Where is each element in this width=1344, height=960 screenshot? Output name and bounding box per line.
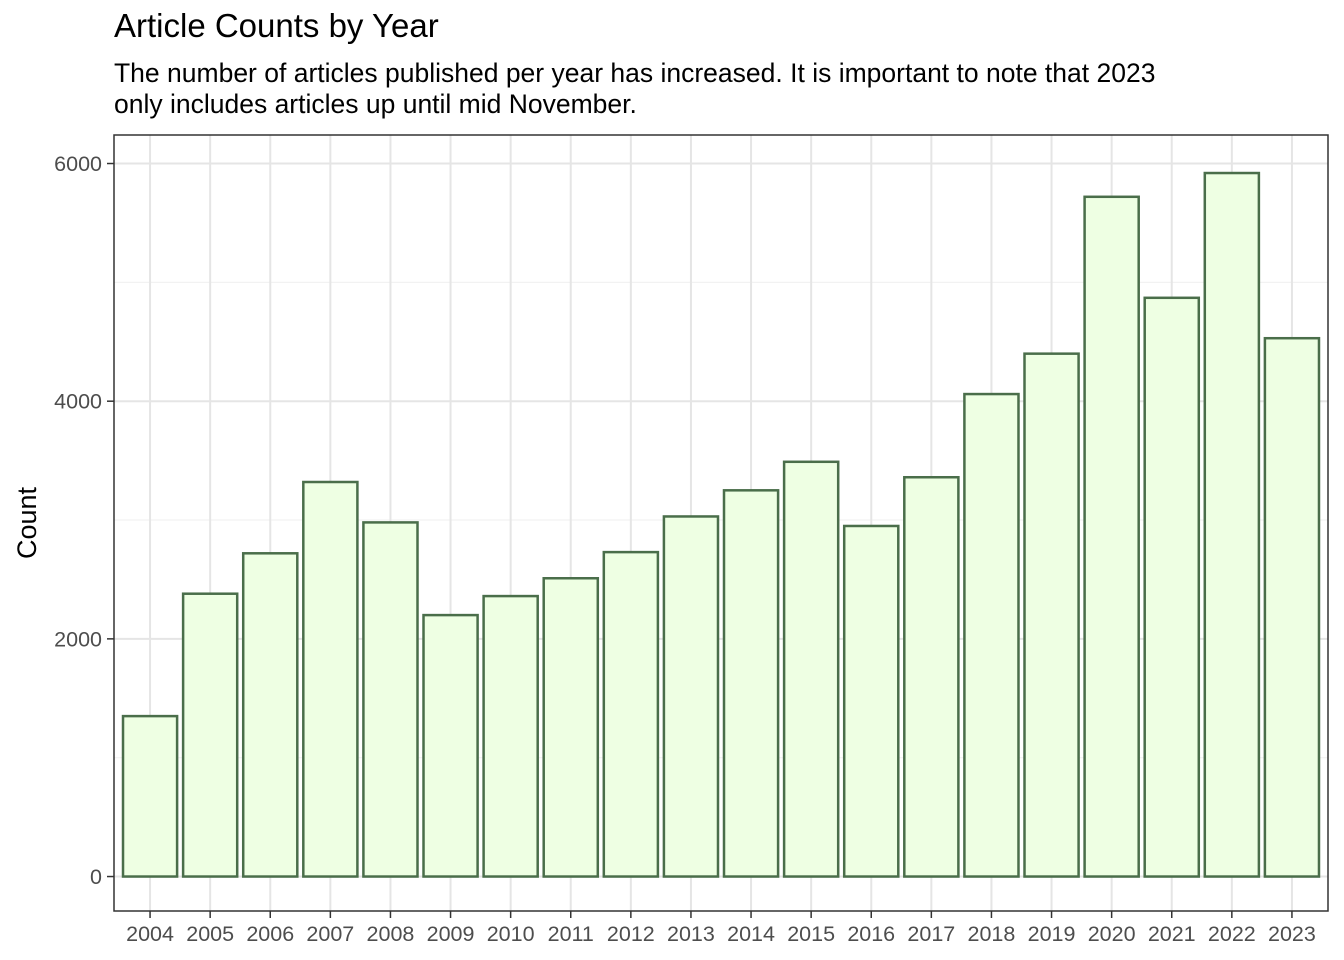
- bar-2015: [782, 460, 840, 878]
- x-tick-label: 2022: [1208, 922, 1256, 946]
- x-tick-label: 2009: [427, 922, 475, 946]
- bar-2022: [1203, 171, 1261, 878]
- y-tick-label: 6000: [54, 152, 102, 176]
- chart-subtitle: The number of articles published per yea…: [114, 58, 1156, 119]
- x-tick-label: 2008: [367, 922, 415, 946]
- bar-2011: [542, 577, 600, 878]
- bar-2010: [482, 594, 539, 878]
- bar-2016: [842, 524, 900, 878]
- x-tick-label: 2011: [548, 922, 594, 946]
- bar-2017: [903, 475, 960, 878]
- axes: 0 2000 4000 6000 2004 2005 2006 2007 2008 2009 201…: [54, 152, 1316, 946]
- bar-2007: [302, 480, 359, 878]
- x-tick-label: 2006: [246, 922, 294, 946]
- y-axis-title: Count: [12, 486, 42, 559]
- x-tick-label: 2010: [487, 922, 535, 946]
- bar-2023: [1263, 336, 1321, 878]
- y-tick-label: 0: [90, 865, 102, 889]
- x-tick-label: 2013: [667, 922, 715, 946]
- x-tick-label: 2018: [968, 922, 1016, 946]
- bar-2018: [963, 392, 1020, 878]
- bar-2005: [181, 592, 239, 878]
- x-tick-label: 2012: [607, 922, 655, 946]
- x-tick-label: 2015: [787, 922, 835, 946]
- x-tick-label: 2017: [907, 922, 955, 946]
- x-tick-label: 2014: [727, 922, 775, 946]
- bar-2006: [241, 552, 299, 878]
- chart-title: Article Counts by Year: [114, 7, 439, 44]
- bar-2008: [362, 521, 419, 878]
- x-tick-label: 2019: [1028, 922, 1076, 946]
- x-tick-label: 2005: [186, 922, 234, 946]
- bar-2021: [1143, 296, 1201, 878]
- x-tick-label: 2020: [1088, 922, 1136, 946]
- bar-2012: [602, 550, 660, 878]
- y-tick-label: 4000: [54, 390, 102, 414]
- bar-2020: [1083, 195, 1140, 878]
- panel-border: [113, 134, 1329, 912]
- x-tick-label: 2021: [1148, 922, 1196, 946]
- x-tick-label: 2004: [126, 922, 174, 946]
- y-tick-label: 2000: [54, 627, 102, 651]
- bar-2004: [121, 714, 179, 878]
- bar-2009: [422, 613, 479, 878]
- bar-2013: [662, 515, 720, 878]
- x-tick-label: 2016: [847, 922, 895, 946]
- bars: [121, 171, 1321, 878]
- x-tick-label: 2007: [306, 922, 354, 946]
- bar-2019: [1023, 352, 1080, 878]
- x-tick-label: 2023: [1268, 922, 1316, 946]
- bar-2014: [722, 489, 780, 878]
